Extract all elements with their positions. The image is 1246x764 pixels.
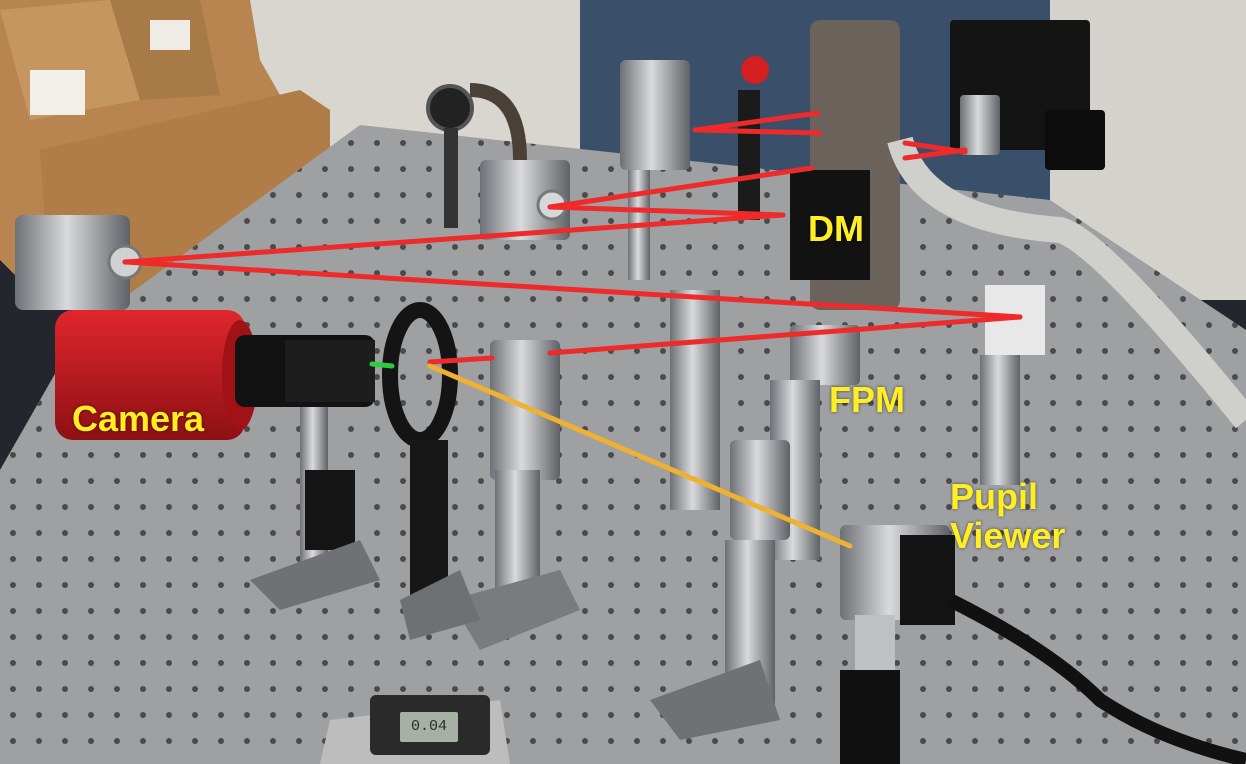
caliper-readout: 0.04 [407,716,451,738]
label-dm: DM [808,210,864,249]
label-pupil-viewer-line1: Pupil [950,478,1065,517]
beam-to-camera-green [372,364,392,366]
label-pupil-viewer: Pupil Viewer [950,478,1065,556]
label-camera: Camera [72,400,204,439]
beam-top-2 [695,130,820,133]
label-pupil-viewer-line2: Viewer [950,517,1065,556]
label-fpm: FPM [829,381,905,420]
